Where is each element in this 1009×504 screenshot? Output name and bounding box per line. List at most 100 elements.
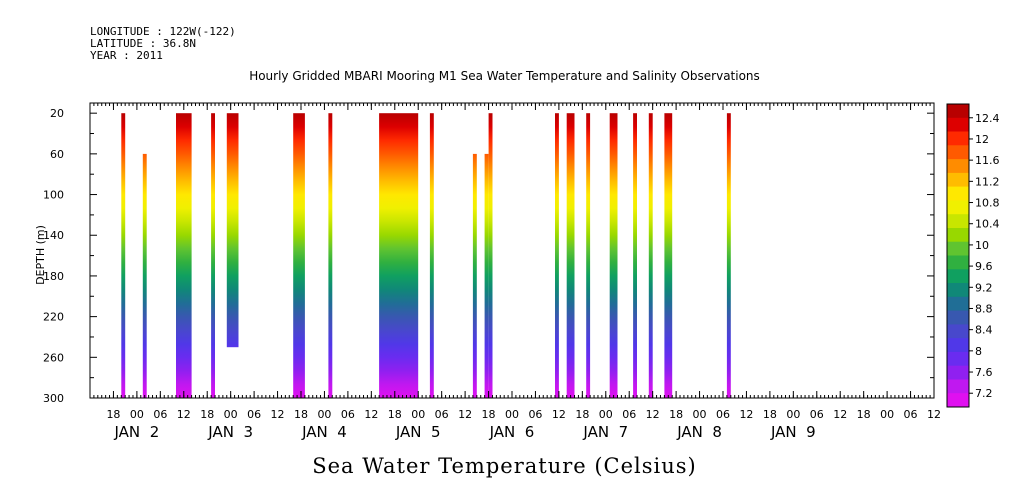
colorbar-swatch — [947, 172, 969, 188]
x-tick-label: 12 — [646, 408, 660, 421]
y-tick-label: 140 — [43, 229, 64, 242]
colorbar-label: 7.2 — [975, 387, 993, 400]
y-tick-label: 20 — [50, 107, 64, 120]
temperature-column-17 — [633, 113, 637, 398]
temperature-column-19 — [664, 113, 673, 398]
x-tick-label: 06 — [810, 408, 824, 421]
colorbar-swatch — [947, 379, 969, 394]
temperature-column-7 — [328, 113, 333, 398]
colorbar-swatch — [947, 283, 969, 298]
temperature-column-6 — [293, 113, 305, 398]
x-tick-label: 18 — [106, 408, 120, 421]
x-tick-label: 06 — [435, 408, 449, 421]
colorbar-swatch — [947, 296, 969, 312]
x-tick-label: 18 — [669, 408, 683, 421]
x-day-label: JAN 6 — [489, 423, 535, 441]
colorbar-swatch — [947, 241, 969, 256]
colorbar-label: 7.6 — [975, 366, 993, 379]
x-day-label: JAN 3 — [207, 423, 253, 441]
chart-title: Hourly Gridded MBARI Mooring M1 Sea Wate… — [249, 69, 760, 83]
x-tick-label: 00 — [880, 408, 894, 421]
temperature-column-8 — [379, 113, 419, 398]
x-tick-label: 00 — [317, 408, 331, 421]
x-tick-label: 06 — [528, 408, 542, 421]
colorbar-swatch — [947, 324, 969, 339]
x-day-label: JAN 2 — [114, 423, 160, 441]
colorbar-label: 11.2 — [975, 175, 1000, 188]
temperature-column-12 — [488, 113, 493, 398]
colorbar-variable-title: Sea Water Temperature (Celsius) — [312, 454, 697, 478]
latitude-label: LATITUDE : 36.8N — [90, 37, 196, 50]
colorbar-label: 11.6 — [975, 154, 1000, 167]
colorbar-swatch — [947, 310, 969, 325]
colorbar-label: 8.4 — [975, 324, 993, 337]
temperature-column-4 — [211, 113, 215, 398]
colorbar-swatch — [947, 159, 969, 174]
colorbar-swatch — [947, 131, 969, 146]
colorbar-swatch — [947, 104, 969, 119]
temperature-column-11 — [484, 153, 489, 398]
plot-frame — [89, 102, 935, 399]
colorbar-label: 12 — [975, 133, 989, 146]
y-tick-label: 300 — [43, 392, 64, 405]
colorbar-label: 10.8 — [975, 197, 1000, 210]
temperature-column-3 — [176, 113, 192, 398]
x-day-label: JAN 8 — [676, 423, 722, 441]
x-tick-label: 00 — [505, 408, 519, 421]
y-tick-label: 180 — [43, 270, 64, 283]
x-day-label: JAN 5 — [395, 423, 441, 441]
colorbar-swatch — [947, 186, 969, 201]
colorbar-swatch — [947, 145, 969, 160]
x-tick-label: 12 — [458, 408, 472, 421]
temperature-column-13 — [555, 113, 559, 398]
colorbar-swatch — [947, 255, 969, 270]
colorbar-label: 10 — [975, 239, 989, 252]
temperature-column-14 — [566, 113, 575, 398]
x-tick-label: 06 — [153, 408, 167, 421]
x-day-label: JAN 4 — [301, 423, 347, 441]
x-tick-label: 00 — [224, 408, 238, 421]
x-tick-label: 00 — [130, 408, 144, 421]
x-tick-label: 00 — [786, 408, 800, 421]
temperature-column-20 — [726, 113, 731, 398]
colorbar-swatch — [947, 365, 969, 380]
colorbar-frame — [946, 103, 970, 408]
temperature-column-18 — [648, 113, 653, 398]
colorbar-swatch — [947, 228, 969, 243]
colorbar-swatch — [947, 338, 969, 353]
x-tick-label: 18 — [294, 408, 308, 421]
colorbar-label: 8.8 — [975, 302, 993, 315]
colorbar-swatch — [947, 214, 969, 229]
y-tick-label: 220 — [43, 311, 64, 324]
x-tick-label: 12 — [271, 408, 285, 421]
x-tick-label: 18 — [575, 408, 589, 421]
y-tick-label: 260 — [43, 351, 64, 364]
temperature-column-2 — [142, 153, 147, 398]
x-tick-label: 06 — [716, 408, 730, 421]
x-tick-label: 12 — [177, 408, 191, 421]
colorbar-label: 10.4 — [975, 218, 1000, 231]
colorbar-swatch — [947, 269, 969, 284]
colorbar-label: 9.2 — [975, 281, 993, 294]
temperature-column-1 — [121, 113, 126, 398]
colorbar-label: 12.4 — [975, 112, 1000, 125]
colorbar-label: 9.6 — [975, 260, 993, 273]
x-tick-label: 18 — [200, 408, 214, 421]
temperature-column-5 — [226, 113, 239, 348]
x-tick-label: 00 — [599, 408, 613, 421]
x-tick-label: 18 — [388, 408, 402, 421]
x-tick-label: 12 — [739, 408, 753, 421]
colorbar-swatch — [947, 351, 969, 367]
x-day-label: JAN 7 — [582, 423, 628, 441]
x-tick-label: 12 — [833, 408, 847, 421]
x-tick-label: 00 — [693, 408, 707, 421]
x-day-label: JAN 9 — [770, 423, 816, 441]
year-label: YEAR : 2011 — [90, 49, 163, 62]
y-axis-label: DEPTH (m) — [34, 225, 47, 285]
x-tick-label: 06 — [341, 408, 355, 421]
x-tick-label: 12 — [927, 408, 941, 421]
x-tick-label: 12 — [364, 408, 378, 421]
colorbar-swatch — [947, 117, 969, 133]
x-tick-label: 06 — [904, 408, 918, 421]
